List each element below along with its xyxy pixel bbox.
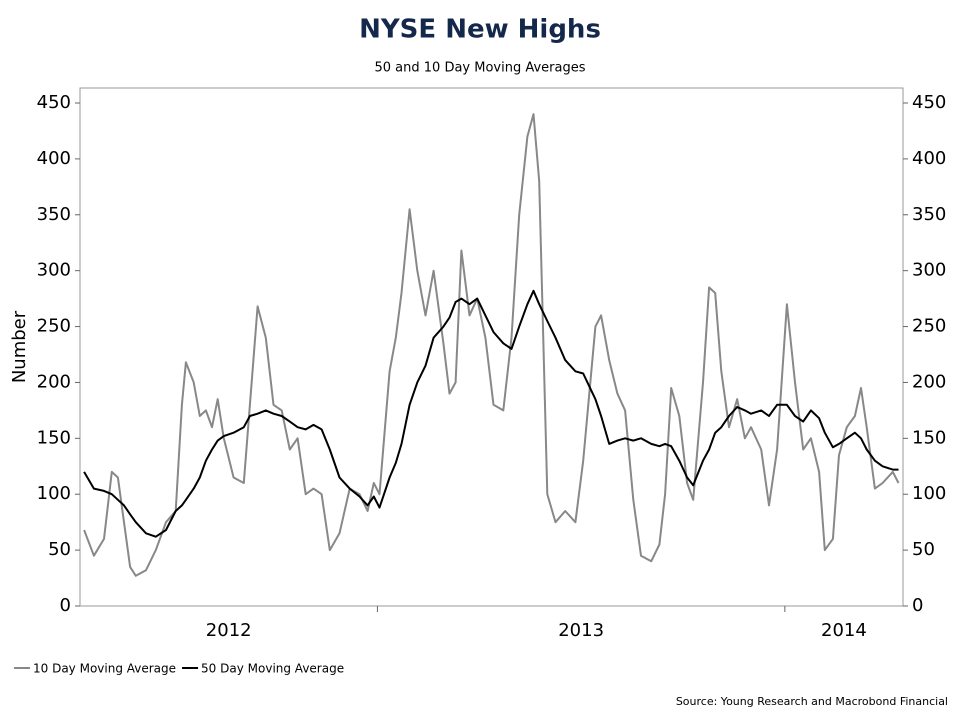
x-tick-label: 2014 <box>821 620 867 641</box>
y2-tick-label: 250 <box>912 316 946 337</box>
y2-tick-label: 400 <box>912 148 946 169</box>
series-line <box>83 289 899 538</box>
y-tick-label: 200 <box>37 371 71 392</box>
y-tick-label: 0 <box>60 595 71 616</box>
legend-label: 10 Day Moving Average <box>33 662 176 676</box>
y-tick-label: 350 <box>37 204 71 225</box>
chart-subtitle: 50 and 10 Day Moving Averages <box>375 61 586 76</box>
x-tick-label: 2012 <box>206 620 252 641</box>
source: Source: Young Research and Macrobond Fin… <box>676 695 948 708</box>
y2-tick-label: 100 <box>912 483 946 504</box>
y-tick-label: 400 <box>37 148 71 169</box>
legend-label: 50 Day Moving Average <box>201 662 344 676</box>
plot-frame <box>79 87 904 607</box>
y2-tick-label: 200 <box>912 371 946 392</box>
series-line <box>83 113 900 577</box>
y2-tick-label: 0 <box>912 595 923 616</box>
y2-tick-label: 50 <box>912 539 935 560</box>
y2-tick-label: 150 <box>912 427 946 448</box>
y-tick-label: 100 <box>37 483 71 504</box>
y2-tick-label: 450 <box>912 92 946 113</box>
chart-title: NYSE New Highs <box>359 15 601 45</box>
x-tick-label: 2013 <box>558 620 604 641</box>
y-tick-label: 50 <box>48 539 71 560</box>
y2-tick-label: 350 <box>912 204 946 225</box>
y-tick-label: 300 <box>37 260 71 281</box>
y-tick-label: 150 <box>37 427 71 448</box>
y2-tick-label: 300 <box>912 260 946 281</box>
y-axis-label: Number <box>9 310 30 383</box>
y-tick-label: 250 <box>37 316 71 337</box>
y-tick-label: 450 <box>37 92 71 113</box>
